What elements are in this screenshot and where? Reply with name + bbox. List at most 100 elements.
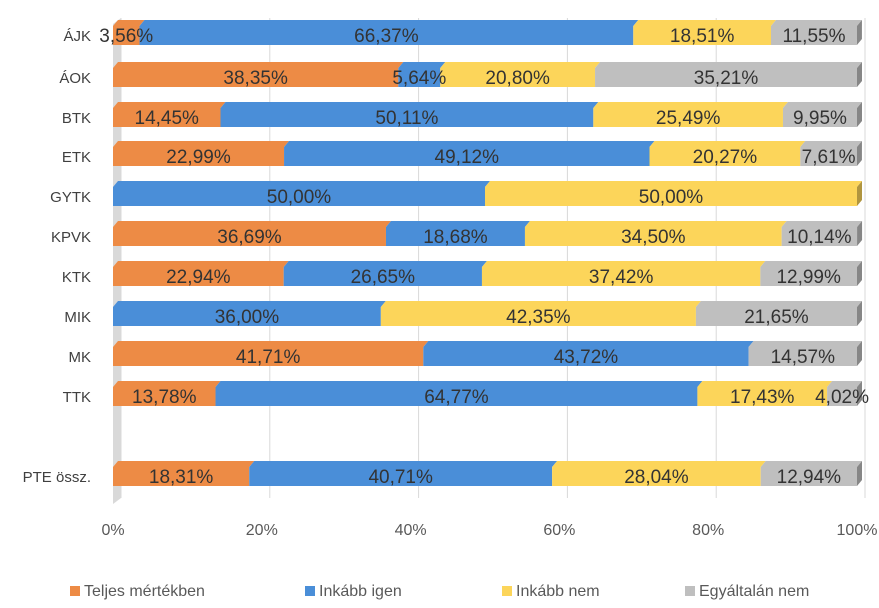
- bar-segment-top: [385, 221, 530, 227]
- bar-segment-top: [113, 301, 386, 307]
- bar-segment: [697, 387, 828, 406]
- category-label: KTK: [62, 269, 91, 286]
- bar-end-face: [857, 181, 862, 206]
- data-label: 34,50%: [621, 227, 686, 248]
- bar-segment-top: [113, 20, 145, 26]
- data-label: 7,61%: [802, 147, 856, 168]
- data-label: 14,45%: [135, 108, 200, 129]
- data-label: 28,04%: [624, 467, 689, 488]
- bar-segment: [113, 267, 284, 286]
- data-label: 20,80%: [485, 68, 550, 89]
- bar-segment: [782, 108, 857, 127]
- x-axis-tick-labels: 0% 20% 40% 60% 80% 100%: [101, 522, 877, 539]
- bar-end-face: [856, 141, 862, 166]
- bar-segment: [113, 147, 285, 166]
- bar-segment: [481, 267, 761, 286]
- bar-segment-top: [748, 341, 862, 347]
- bar-segment: [283, 267, 482, 286]
- bar-end-face: [857, 341, 862, 366]
- data-label: 12,99%: [776, 267, 841, 288]
- bar-end-face: [857, 102, 862, 127]
- bar-segment-top: [113, 221, 391, 227]
- gridlines: [120, 18, 866, 498]
- bar-segment-top: [220, 102, 599, 108]
- data-label: 22,99%: [166, 147, 231, 168]
- x-tick-label: 80%: [692, 522, 724, 539]
- category-label: MK: [69, 349, 92, 366]
- category-label: TTK: [63, 389, 91, 406]
- bar-segment: [113, 108, 221, 127]
- bar-segment-top: [760, 261, 862, 267]
- data-label: 40,71%: [368, 467, 433, 488]
- bar-segment: [800, 147, 857, 166]
- bar-end-face: [857, 381, 862, 406]
- bar-segment-top: [380, 301, 701, 307]
- category-label: GYTK: [50, 189, 91, 206]
- bar-segment: [139, 26, 634, 45]
- bar-segment: [552, 467, 761, 486]
- bar-segment: [113, 307, 381, 326]
- category-label: ÁJK: [63, 28, 91, 45]
- bar-segment-top: [113, 341, 429, 347]
- x-tick-label: 20%: [246, 522, 278, 539]
- bar-segment: [380, 307, 696, 326]
- bar-segment: [113, 227, 386, 246]
- bar-segment-top: [215, 381, 703, 387]
- bar-segment: [770, 26, 857, 45]
- data-label: 20,27%: [693, 147, 758, 168]
- bar-segment-top: [113, 102, 226, 108]
- bar-segment-top: [113, 181, 490, 187]
- legend-swatch: [70, 586, 80, 596]
- bar-segment: [695, 307, 857, 326]
- bar-segment: [113, 467, 250, 486]
- bar-segment-top: [633, 20, 776, 26]
- bar-end-face: [857, 261, 862, 286]
- data-label: 35,21%: [694, 68, 759, 89]
- data-label: 50,00%: [267, 187, 332, 208]
- category-label: MIK: [64, 309, 91, 326]
- category-label: ETK: [62, 149, 91, 166]
- bar-segment: [633, 26, 771, 45]
- legend-swatch: [502, 586, 512, 596]
- bar-segment-top: [697, 381, 833, 387]
- data-label: 42,35%: [506, 307, 571, 328]
- legend-label: Egyáltalán nem: [699, 583, 809, 600]
- data-label: 43,72%: [554, 347, 619, 368]
- bar-segment: [249, 467, 553, 486]
- data-label: 36,00%: [215, 307, 280, 328]
- bar-end-face: [857, 62, 862, 87]
- bar-segment-top: [113, 381, 221, 387]
- bar-segment: [760, 267, 857, 286]
- bar-segment: [748, 347, 857, 366]
- data-label: 49,12%: [435, 147, 500, 168]
- category-label: BTK: [62, 110, 91, 127]
- legend-label: Teljes mértékben: [84, 583, 205, 600]
- category-label: ÁOK: [59, 70, 91, 87]
- data-label: 10,14%: [787, 227, 852, 248]
- bar-segment: [485, 187, 857, 206]
- bar-segment: [593, 108, 783, 127]
- bar-segment: [220, 108, 594, 127]
- bar-segment-top: [113, 141, 290, 147]
- legend-label: Inkább igen: [319, 583, 402, 600]
- bar-segment-top: [440, 62, 601, 68]
- legend: Teljes mértékben Inkább igen Inkább nem Egy…: [70, 583, 809, 600]
- data-label: 3,56%: [99, 26, 153, 47]
- bar-segment: [398, 68, 441, 87]
- bar-end-face: [857, 301, 862, 326]
- bar-segment-top: [695, 301, 862, 307]
- data-label: 9,95%: [793, 108, 847, 129]
- bar-segment-top: [284, 141, 655, 147]
- bar-segment-top: [649, 141, 806, 147]
- bar-segment: [781, 227, 858, 246]
- data-label: 5,64%: [392, 68, 446, 89]
- bar-segment: [113, 187, 485, 206]
- bar-segment: [215, 387, 698, 406]
- bar-segment: [649, 147, 801, 166]
- bar-segment: [423, 347, 749, 366]
- category-label: PTE össz.: [23, 469, 91, 486]
- bar-segment-top: [283, 261, 487, 267]
- data-label: 26,65%: [351, 267, 416, 288]
- data-label: 36,69%: [217, 227, 282, 248]
- bar-segment-top: [139, 20, 639, 26]
